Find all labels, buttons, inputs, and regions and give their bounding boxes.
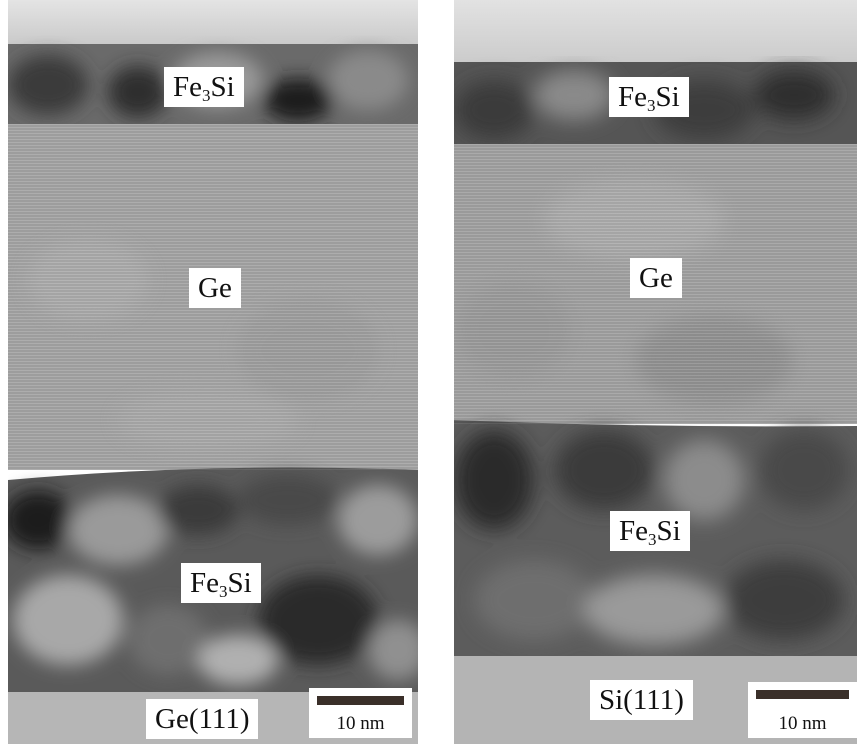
label-ge: Ge: [189, 268, 241, 308]
scale-bar: 10 nm: [748, 682, 857, 738]
label-fe3si-bottom: Fe3Si: [610, 511, 690, 551]
scale-bar-line: [756, 690, 849, 699]
tem-image-right: Fe3Si Ge Fe3Si Si(111) 10 nm: [454, 0, 857, 744]
label-ge: Ge: [630, 258, 682, 298]
scale-bar-line: [317, 696, 404, 705]
tem-image-left: Fe3Si Ge Fe3Si Ge(111) 10 nm: [8, 0, 418, 744]
cap-layer: [8, 0, 418, 46]
label-fe3si-bottom: Fe3Si: [181, 563, 261, 603]
label-substrate: Ge(111): [146, 699, 259, 739]
label-fe3si-top: Fe3Si: [164, 67, 244, 107]
scale-bar: 10 nm: [309, 688, 412, 738]
cap-layer: [454, 0, 857, 64]
label-fe3si-top: Fe3Si: [609, 77, 689, 117]
scale-bar-label: 10 nm: [778, 713, 827, 734]
label-substrate: Si(111): [590, 680, 693, 720]
tem-micrograph-left: [8, 0, 418, 744]
scale-bar-label: 10 nm: [336, 713, 385, 734]
